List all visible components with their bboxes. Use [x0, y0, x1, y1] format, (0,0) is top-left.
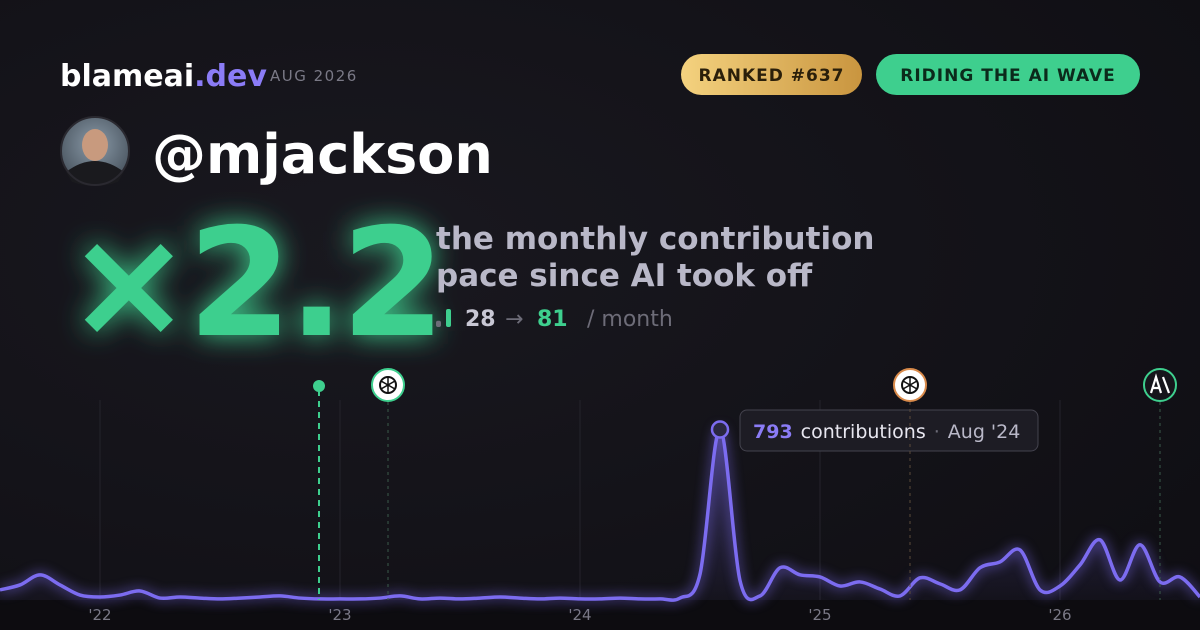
- x-tick-label: '25: [808, 606, 831, 624]
- tooltip-separator: ·: [934, 421, 940, 443]
- multiplier: ×2.2: [66, 197, 441, 371]
- x-tick-label: '26: [1048, 606, 1071, 624]
- x-tick-label: '22: [88, 606, 111, 624]
- before-bar: [436, 320, 441, 327]
- event-dot: [313, 380, 325, 392]
- brand-name: blameai: [60, 59, 194, 94]
- event-icon: [893, 368, 927, 402]
- rank-badge: [681, 54, 862, 95]
- arrow: →: [505, 307, 523, 332]
- after-bar: [446, 309, 451, 327]
- x-tick-label: '24: [568, 606, 591, 624]
- brand-suffix: .dev: [194, 59, 267, 94]
- tooltip-value: 793: [753, 421, 793, 443]
- wave-badge-text: RIDING THE AI WAVE: [900, 66, 1115, 86]
- wave-badge: [876, 54, 1140, 95]
- handle: @mjackson: [152, 123, 493, 186]
- rank-badge-text: RANKED #637: [698, 66, 844, 86]
- line: [0, 427, 1200, 602]
- axis-band: [0, 600, 1200, 630]
- avatar: [60, 116, 130, 186]
- event-icon: [1143, 368, 1177, 402]
- peak-dot: [710, 420, 730, 439]
- event-markers: [313, 368, 1177, 600]
- before-value: 28: [465, 307, 496, 332]
- tooltip-box: [739, 409, 1039, 452]
- area: [0, 429, 1200, 601]
- unit: / month: [587, 307, 673, 332]
- x-tick-label: '23: [328, 606, 351, 624]
- brand: blameai.dev: [60, 59, 267, 94]
- chart: '22 '23 '24 '25 '26 793 contributions · Aug '24: [0, 400, 1200, 624]
- mini-bars: [436, 309, 451, 327]
- caption-line: pace since AI took off: [436, 258, 813, 294]
- tooltip-unit: contributions: [801, 421, 926, 443]
- event-icon: [371, 368, 405, 402]
- date: AUG 2026: [270, 67, 358, 85]
- tooltip-date: Aug '24: [948, 421, 1021, 443]
- after-value: 81: [537, 307, 568, 332]
- tooltip: 793 contributions · Aug '24: [753, 421, 1020, 443]
- caption-line: the monthly contribution: [436, 221, 874, 257]
